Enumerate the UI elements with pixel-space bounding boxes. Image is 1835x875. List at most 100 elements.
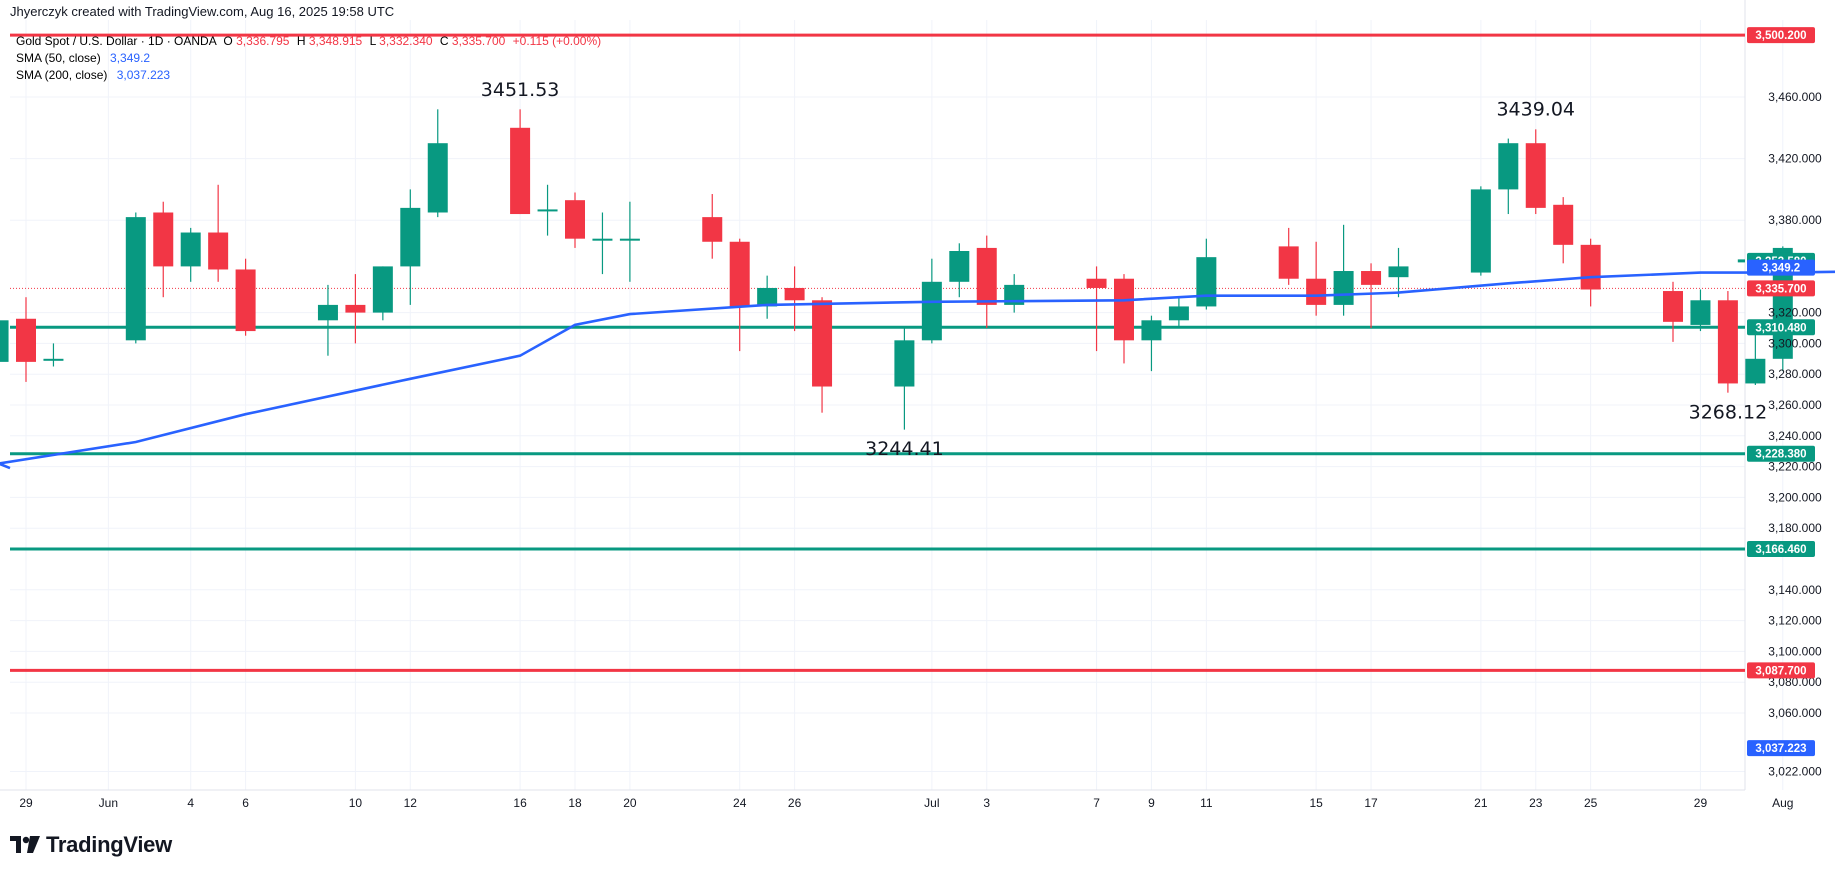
time-tick-label: 12 bbox=[404, 796, 418, 810]
price-tick-label: 3,320.000 bbox=[1768, 306, 1822, 320]
svg-text:SMA (200, close) 3,037.2: SMA (200, close) 3,037.223 bbox=[16, 68, 170, 82]
tradingview-brand[interactable]: TradingView bbox=[10, 832, 172, 858]
candle-body bbox=[1086, 278, 1107, 288]
candle-down bbox=[1361, 263, 1382, 328]
time-tick-label: 7 bbox=[1093, 796, 1100, 810]
ohlc-open-label: O bbox=[223, 34, 232, 48]
candle-down bbox=[1580, 238, 1601, 307]
time-tick-label: 15 bbox=[1309, 796, 1323, 810]
candle-body bbox=[427, 143, 448, 213]
sma-50-line bbox=[0, 270, 1835, 470]
price-tag-sma50-label: 3,349.2 bbox=[1762, 263, 1800, 275]
candle-body bbox=[235, 269, 256, 332]
candle-body bbox=[1388, 266, 1409, 278]
candle-up bbox=[1470, 186, 1491, 276]
level-tag: 3,310.480 bbox=[1747, 319, 1815, 336]
ohlc-high-value: 3,348.915 bbox=[309, 34, 363, 48]
price-tick-label: 3,260.000 bbox=[1768, 398, 1822, 412]
candle-up bbox=[1333, 224, 1354, 316]
candle-up bbox=[1168, 297, 1189, 328]
price-tick-label: 3,060.000 bbox=[1768, 706, 1822, 720]
time-tick-label: 6 bbox=[242, 796, 249, 810]
candle-body bbox=[1168, 306, 1189, 321]
time-tick-label: 18 bbox=[568, 796, 582, 810]
candle-up bbox=[1141, 315, 1162, 372]
time-tick-label: 24 bbox=[733, 796, 747, 810]
level-tag: 3,166.460 bbox=[1747, 541, 1815, 558]
time-tick-label: 16 bbox=[513, 796, 527, 810]
candle-down bbox=[510, 109, 531, 215]
time-axis[interactable]: 29 Jun 4 6 10 12 16 18 20 24 26 Jul 3 7 9 11 15 17 21 23 25 2… bbox=[19, 796, 1835, 810]
candle-body bbox=[537, 209, 558, 212]
level-tag-bg bbox=[1747, 662, 1815, 679]
candle-body bbox=[1690, 300, 1711, 325]
candle-body bbox=[1745, 358, 1766, 384]
candle-up bbox=[1004, 274, 1025, 313]
candle-down bbox=[565, 192, 585, 248]
candle-down bbox=[1278, 227, 1299, 285]
candle-up bbox=[894, 328, 915, 430]
time-tick-label: 17 bbox=[1364, 796, 1378, 810]
time-tick-label: 23 bbox=[1529, 796, 1543, 810]
price-tick-label: 3,080.000 bbox=[1768, 675, 1822, 689]
ohlc-open-value: 3,336.795 bbox=[236, 34, 290, 48]
level-tag-bg bbox=[1747, 541, 1815, 558]
time-tick-label: 11 bbox=[1200, 796, 1213, 810]
sma200-legend-value: 3,037.223 bbox=[117, 68, 171, 82]
time-tick-label: Aug bbox=[1772, 796, 1793, 810]
price-tag-sma200: 3,037.223 bbox=[1747, 740, 1815, 757]
candle-body bbox=[1580, 244, 1601, 290]
tradingview-logo-icon bbox=[10, 836, 40, 853]
candle-down bbox=[1717, 291, 1738, 393]
price-tick-label: 3,180.000 bbox=[1768, 521, 1822, 535]
candle-body bbox=[510, 127, 531, 215]
price-annotation: 3244.41 bbox=[865, 438, 944, 460]
price-annotation: 3451.53 bbox=[481, 79, 560, 101]
level-tag: 3,228.380 bbox=[1747, 445, 1815, 462]
candle-body bbox=[1306, 278, 1327, 305]
candle-down bbox=[1553, 197, 1574, 264]
candle-up bbox=[125, 212, 146, 344]
time-tick-label: Jun bbox=[99, 796, 118, 810]
price-axis[interactable]: 3,460.000 3,420.000 3,380.000 3,320.000 3,30… bbox=[1768, 90, 1822, 779]
time-tick-label: 3 bbox=[983, 796, 990, 810]
candle-body bbox=[400, 207, 421, 267]
price-tick-label: 3,140.000 bbox=[1768, 583, 1822, 597]
candle-down bbox=[729, 238, 750, 352]
candle-down bbox=[702, 194, 723, 259]
price-tick-label: 3,280.000 bbox=[1768, 367, 1822, 381]
candle-down bbox=[1114, 274, 1134, 364]
candle-up bbox=[949, 243, 970, 298]
price-tag-sma50: 3,349.2 bbox=[1747, 259, 1815, 276]
candle-body bbox=[1196, 257, 1217, 307]
sma50-legend-label: SMA (50, close) bbox=[16, 51, 101, 65]
candle-up bbox=[317, 284, 338, 356]
candle-up bbox=[1498, 138, 1519, 215]
candle-body bbox=[592, 238, 613, 241]
candle-down bbox=[976, 235, 997, 328]
price-tick-label: 3,022.000 bbox=[1768, 765, 1822, 779]
candle-up bbox=[757, 275, 778, 319]
level-tag-label: 3,310.480 bbox=[1755, 322, 1806, 334]
price-tag-last: 3,335.700 bbox=[1747, 280, 1815, 297]
svg-text:Gold Spot / U.S. Dollar · 1D ·: Gold Spot / U.S. Dollar · 1D · OANDA O 3… bbox=[16, 34, 601, 48]
sma50-legend-value: 3,349.2 bbox=[110, 51, 150, 65]
candle-body bbox=[317, 304, 338, 321]
candles bbox=[0, 109, 1793, 430]
candle-up bbox=[1388, 247, 1409, 298]
level-tag-bg bbox=[1747, 445, 1815, 462]
horizontal-levels bbox=[10, 33, 1745, 672]
candle-body bbox=[1278, 246, 1299, 279]
candle-body bbox=[894, 340, 915, 387]
level-tag-label: 3,500.200 bbox=[1755, 30, 1806, 42]
time-tick-label: 21 bbox=[1474, 796, 1488, 810]
candle-down bbox=[208, 184, 229, 282]
price-tick-label: 3,420.000 bbox=[1768, 152, 1822, 166]
price-chart[interactable]: 3451.533244.413439.043268.123409.433374.… bbox=[0, 0, 1835, 830]
candle-body bbox=[1525, 143, 1546, 208]
candle-up bbox=[1196, 238, 1217, 310]
price-tick-label: 3,380.000 bbox=[1768, 213, 1822, 227]
candle-body bbox=[729, 241, 750, 307]
candle-body bbox=[1470, 189, 1491, 273]
price-tag-last-label: 3,335.700 bbox=[1755, 283, 1806, 295]
